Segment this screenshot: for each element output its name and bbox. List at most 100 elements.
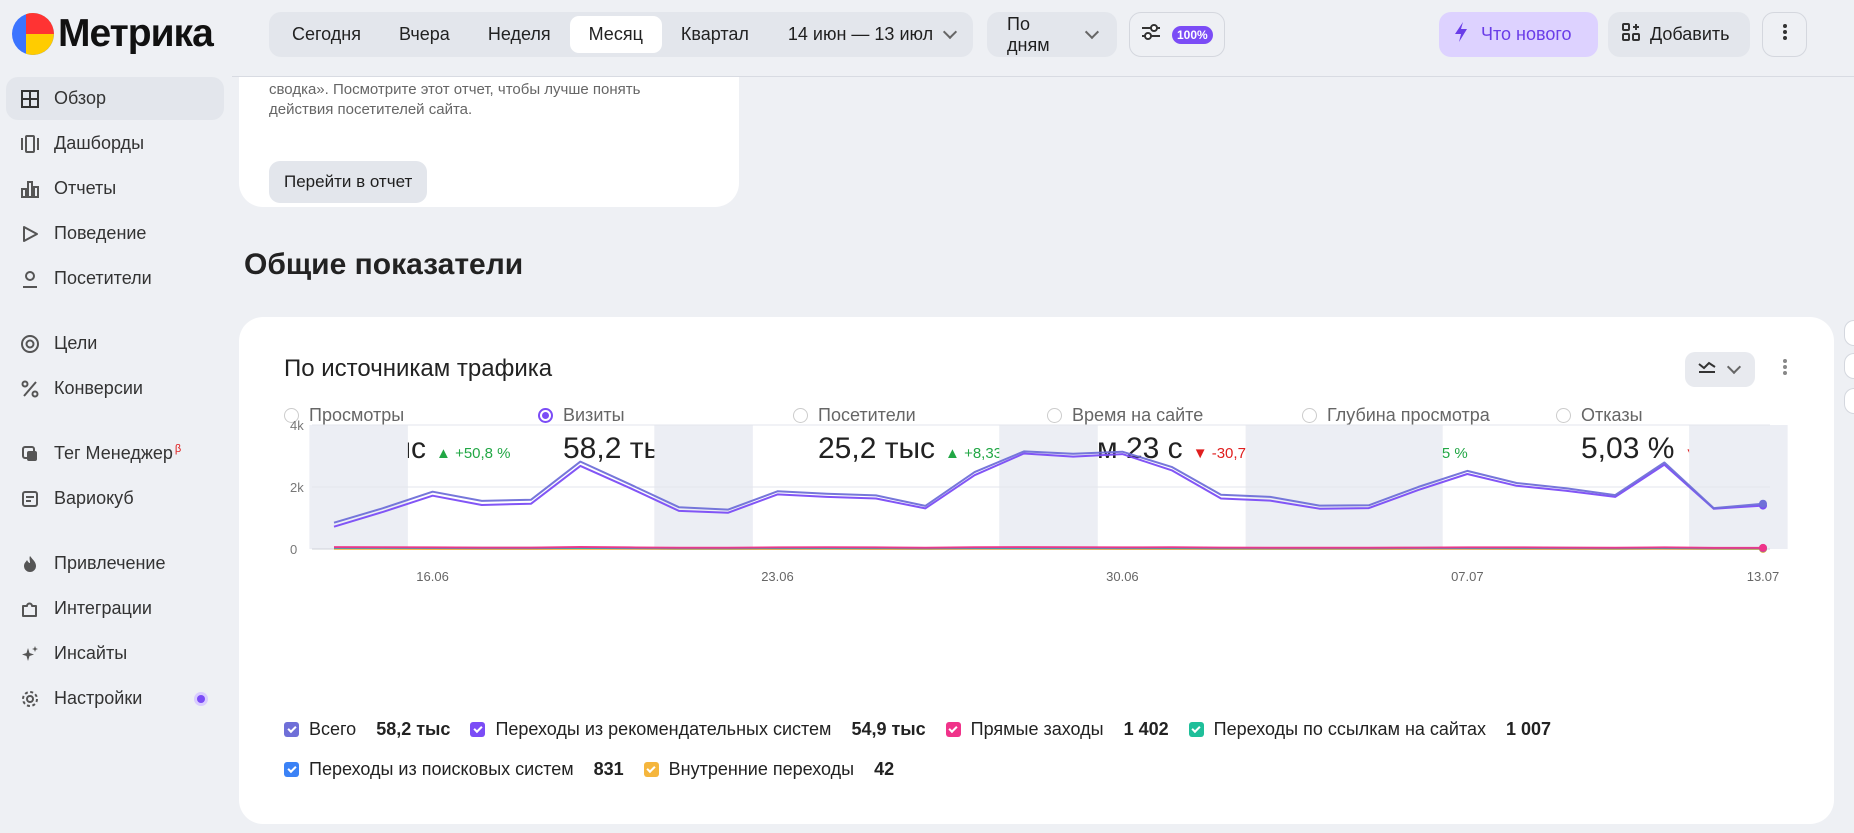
percent-icon (19, 378, 41, 400)
legend-name: Переходы из рекомендательных систем (495, 719, 832, 739)
sidebar-item-conversions[interactable]: Конверсии (6, 367, 224, 410)
chart-type-dropdown[interactable] (1685, 352, 1755, 387)
sidebar-item-label: Тег Менеджер β (54, 443, 182, 463)
sidebar-item-acquisition[interactable]: Привлечение (6, 542, 224, 585)
side-panel-tab[interactable] (1844, 320, 1854, 346)
sidebar-item-label: Посетители (54, 268, 152, 288)
legend-item[interactable]: Переходы по ссылкам на сайтах 1 007 (1188, 719, 1552, 740)
legend-item[interactable]: Внутренние переходы 42 (643, 759, 895, 780)
section-title: Общие показатели (244, 248, 524, 281)
sidebar-item-label: Настройки (54, 688, 143, 708)
legend-name: Всего (309, 719, 357, 739)
legend-value: 1 402 (1123, 719, 1169, 739)
checkbox[interactable] (1188, 722, 1204, 737)
side-panel-tab[interactable] (1844, 388, 1854, 414)
trend-arrow-icon: ▼ (1192, 445, 1208, 462)
sidebar-item-reports[interactable]: Отчеты (6, 167, 224, 210)
chevron-down-icon (1085, 25, 1100, 39)
notification-dot (194, 692, 208, 706)
checkbox[interactable] (284, 722, 299, 737)
add-label: Добавить (1650, 24, 1730, 44)
traffic-line-chart[interactable]: 4k 2k 0 16.06 23.06 30.06 07.07 13.07 (239, 317, 1834, 717)
series-line (333, 450, 1764, 524)
target-icon (19, 333, 41, 355)
period-week-button[interactable]: Неделя (487, 24, 551, 44)
radio-button[interactable] (1047, 408, 1062, 423)
legend-name: Внутренние переходы (668, 759, 855, 779)
legend-row: Всего 58,2 тыс Переходы из рекомендательны… (284, 719, 1571, 740)
chart-type-icon (1697, 358, 1717, 381)
whats-new-label: Что нового (1481, 24, 1572, 44)
x-tick-label: 13.07 (1747, 569, 1780, 584)
sliders-icon (1140, 22, 1162, 47)
sidebar: Метрика Обзор Дашборды Отчеты Поведение … (0, 0, 232, 833)
metric-label: Просмотры (309, 405, 405, 425)
checkbox[interactable] (643, 762, 659, 777)
legend-row: Переходы из поисковых систем 831 Внутренни… (284, 759, 914, 780)
x-tick-label: 30.06 (1106, 569, 1139, 584)
grouping-dropdown[interactable]: По дням (987, 12, 1117, 57)
legend-name: Переходы из поисковых систем (309, 759, 574, 779)
radio-button[interactable] (538, 408, 553, 423)
sidebar-item-integrations[interactable]: Интеграции (6, 587, 224, 630)
legend-item[interactable]: Переходы из рекомендательных систем 54,9 … (470, 719, 926, 740)
sidebar-item-label: Дашборды (54, 133, 144, 153)
period-yesterday-button[interactable]: Вчера (399, 24, 450, 44)
sidebar-item-label: Привлечение (54, 553, 166, 573)
legend-item[interactable]: Переходы из поисковых систем 831 (284, 759, 624, 780)
checkbox[interactable] (284, 762, 299, 777)
whats-new-button[interactable]: Что нового (1439, 12, 1598, 57)
sidebar-item-overview[interactable]: Обзор (6, 77, 224, 120)
side-panel-tab[interactable] (1844, 353, 1854, 379)
sidebar-item-insights[interactable]: Инсайты (6, 632, 224, 675)
x-tick-label: 16.06 (416, 569, 449, 584)
radio-button[interactable] (793, 408, 808, 423)
radio-button[interactable] (284, 408, 299, 423)
period-today-button[interactable]: Сегодня (292, 24, 361, 44)
x-tick-label: 23.06 (761, 569, 794, 584)
y-tick-label: 2k (290, 480, 304, 495)
more-vertical-icon (1782, 357, 1788, 382)
filters-button[interactable]: 100% (1129, 12, 1225, 57)
sidebar-item-goals[interactable]: Цели (6, 322, 224, 365)
radio-button[interactable] (1302, 408, 1317, 423)
open-report-button[interactable]: Перейти в отчет (269, 161, 428, 203)
y-tick-label: 4k (290, 418, 304, 433)
legend-item[interactable]: Всего 58,2 тыс (284, 719, 450, 740)
period-month-button[interactable]: Месяц (569, 16, 662, 53)
legend-item[interactable]: Прямые заходы 1 402 (945, 719, 1169, 740)
period-quarter-button[interactable]: Квартал (680, 24, 749, 44)
checkbox[interactable] (470, 722, 486, 737)
add-button[interactable]: Добавить (1608, 12, 1750, 57)
variocube-icon (19, 488, 41, 510)
sidebar-item-label: Инсайты (54, 643, 128, 663)
x-tick-label: 07.07 (1451, 569, 1484, 584)
card-more-button[interactable] (1775, 353, 1795, 385)
sidebar-item-visitors[interactable]: Посетители (6, 257, 224, 300)
series-end-point (1759, 543, 1767, 552)
sidebar-item-behavior[interactable]: Поведение (6, 212, 224, 255)
sparkle-icon (19, 643, 41, 665)
more-options-button[interactable] (1762, 12, 1807, 57)
date-range-label: 14 июн — 13 июл (787, 24, 934, 44)
date-range-dropdown[interactable]: 14 июн — 13 июл (768, 16, 969, 53)
traffic-sources-card: По источникам трафика Просмотры64,5 тыс▲… (239, 317, 1834, 824)
sidebar-item-variocube[interactable]: Вариокуб (6, 477, 224, 520)
series-line (333, 546, 1763, 549)
sidebar-item-settings[interactable]: Настройки (6, 677, 224, 720)
sidebar-item-label: Обзор (54, 88, 106, 108)
legend-value: 1 007 (1506, 719, 1552, 739)
radio-button[interactable] (1556, 408, 1571, 423)
sidebar-item-label: Вариокуб (54, 488, 134, 508)
metrika-logo-icon (12, 13, 54, 55)
sidebar-item-tag-manager[interactable]: Тег Менеджер β (6, 432, 224, 475)
gear-icon (19, 688, 41, 710)
legend-value: 42 (874, 759, 895, 779)
metric-label: Отказы (1581, 405, 1643, 425)
legend-value: 58,2 тыс (376, 719, 451, 739)
sidebar-item-dashboards[interactable]: Дашборды (6, 122, 224, 165)
logo[interactable]: Метрика (12, 12, 214, 56)
metric-label: Посетители (818, 405, 916, 425)
chevron-down-icon (943, 24, 958, 40)
checkbox[interactable] (945, 722, 961, 737)
